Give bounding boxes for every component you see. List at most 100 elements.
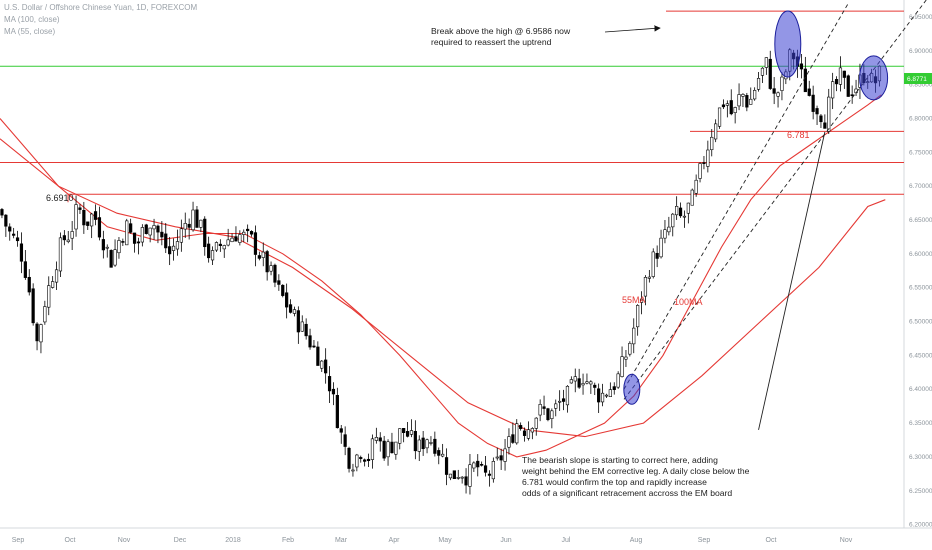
candle-body (101, 239, 105, 251)
ma100-line (0, 138, 886, 438)
candle-body (846, 75, 850, 97)
candle-body (698, 163, 702, 179)
candle-body (729, 100, 733, 115)
candle-body (753, 90, 757, 100)
candle-body (499, 455, 503, 461)
candle-body (667, 226, 671, 233)
candle-body (230, 237, 234, 243)
candle-body (363, 459, 367, 462)
candle-body (725, 103, 729, 106)
candle-body (113, 249, 117, 266)
candle-body (285, 292, 289, 308)
candle-body (191, 209, 195, 231)
candle-body (655, 252, 659, 259)
highlight-markers (623, 10, 889, 405)
candle-body (304, 323, 308, 337)
candle-body (686, 202, 690, 214)
candle-body (589, 381, 593, 385)
candle-body (558, 400, 562, 403)
y-tick-label: 6.35000 (909, 420, 932, 427)
candle-body (347, 447, 351, 469)
candle-body (378, 437, 382, 442)
y-tick-label: 6.75000 (909, 149, 932, 156)
candle-body (160, 231, 164, 238)
candle-body (300, 321, 304, 332)
candle-body (522, 430, 527, 436)
y-tick-label: 6.40000 (909, 386, 932, 393)
candle-body (550, 410, 554, 419)
candle-body (819, 115, 823, 123)
candle-body (639, 298, 644, 303)
y-axis-ticks: 6.95000 6.90000 6.85000 6.80000 6.75000 6.700… (909, 14, 932, 529)
candle-body (140, 227, 144, 243)
candle-body (675, 205, 679, 216)
candle-body (355, 454, 359, 468)
candle-body (780, 76, 784, 91)
x-tick-label: Nov (118, 537, 131, 544)
candle-body (164, 233, 168, 249)
candle-body (760, 67, 765, 76)
candle-body (737, 94, 741, 107)
dashed-trendline (623, 3, 849, 390)
annotation-arrow (604, 25, 661, 33)
candle-body (764, 57, 768, 68)
candle-body (27, 276, 31, 293)
x-tick-label: Aug (630, 537, 643, 544)
candle-body (246, 228, 250, 232)
y-tick-label: 6.95000 (909, 14, 932, 21)
candle-body (136, 241, 141, 244)
candle-body (491, 461, 495, 480)
candle-body (452, 470, 456, 479)
candle-body (651, 251, 655, 277)
candle-body (327, 376, 332, 392)
candle-body (507, 436, 511, 448)
y-tick-label: 6.45000 (909, 352, 932, 359)
candle-body (448, 473, 453, 479)
candle-body (421, 437, 425, 450)
candle-body (519, 425, 523, 429)
candle-body (331, 388, 336, 395)
candle-body (526, 429, 531, 439)
candle-body (398, 428, 402, 444)
x-tick-label: Dec (174, 537, 187, 544)
candle-body (546, 408, 550, 421)
current-price-label: 6.8771 (907, 76, 927, 83)
candle-body (47, 285, 51, 308)
candle-body (175, 241, 180, 250)
candle-body (58, 237, 63, 272)
horizontal-levels (0, 10, 904, 203)
candle-body (257, 255, 261, 259)
highlight-ellipse (774, 10, 802, 78)
candle-body (682, 215, 687, 218)
candle-body (710, 136, 714, 151)
candle-body (82, 210, 86, 226)
candle-body (741, 94, 745, 97)
y-tick-label: 6.25000 (909, 488, 932, 495)
y-tick-label: 6.55000 (909, 285, 932, 292)
candle-body (273, 264, 277, 283)
candle-body (366, 458, 371, 462)
candle-body (600, 392, 605, 403)
candle-body (312, 345, 316, 348)
candle-body (569, 379, 573, 384)
candle-body (281, 284, 285, 296)
candle-body (515, 423, 519, 444)
candle-body (156, 225, 160, 233)
x-axis-ticks: Sep Oct Nov Dec 2018 Feb Mar Apr May Jun Jul Aug Sep… (12, 537, 853, 544)
candle-body (542, 406, 546, 409)
y-tick-label: 6.80000 (909, 115, 932, 122)
candle-body (35, 323, 39, 342)
candle-body (565, 385, 570, 406)
annotation-top-line-1: Break above the high @ 6.9586 now (431, 26, 571, 36)
legend-symbol: U.S. Dollar / Offshore Chinese Yuan, 1D,… (4, 3, 197, 12)
candle-body (117, 240, 121, 254)
candle-body (425, 439, 429, 449)
candle-body (480, 464, 484, 466)
candle-body (671, 213, 675, 228)
candle-body (706, 149, 710, 167)
candle-body (503, 448, 507, 462)
highlight-ellipse (859, 55, 889, 101)
x-tick-label: Nov (840, 537, 853, 544)
candle-body (343, 434, 347, 447)
